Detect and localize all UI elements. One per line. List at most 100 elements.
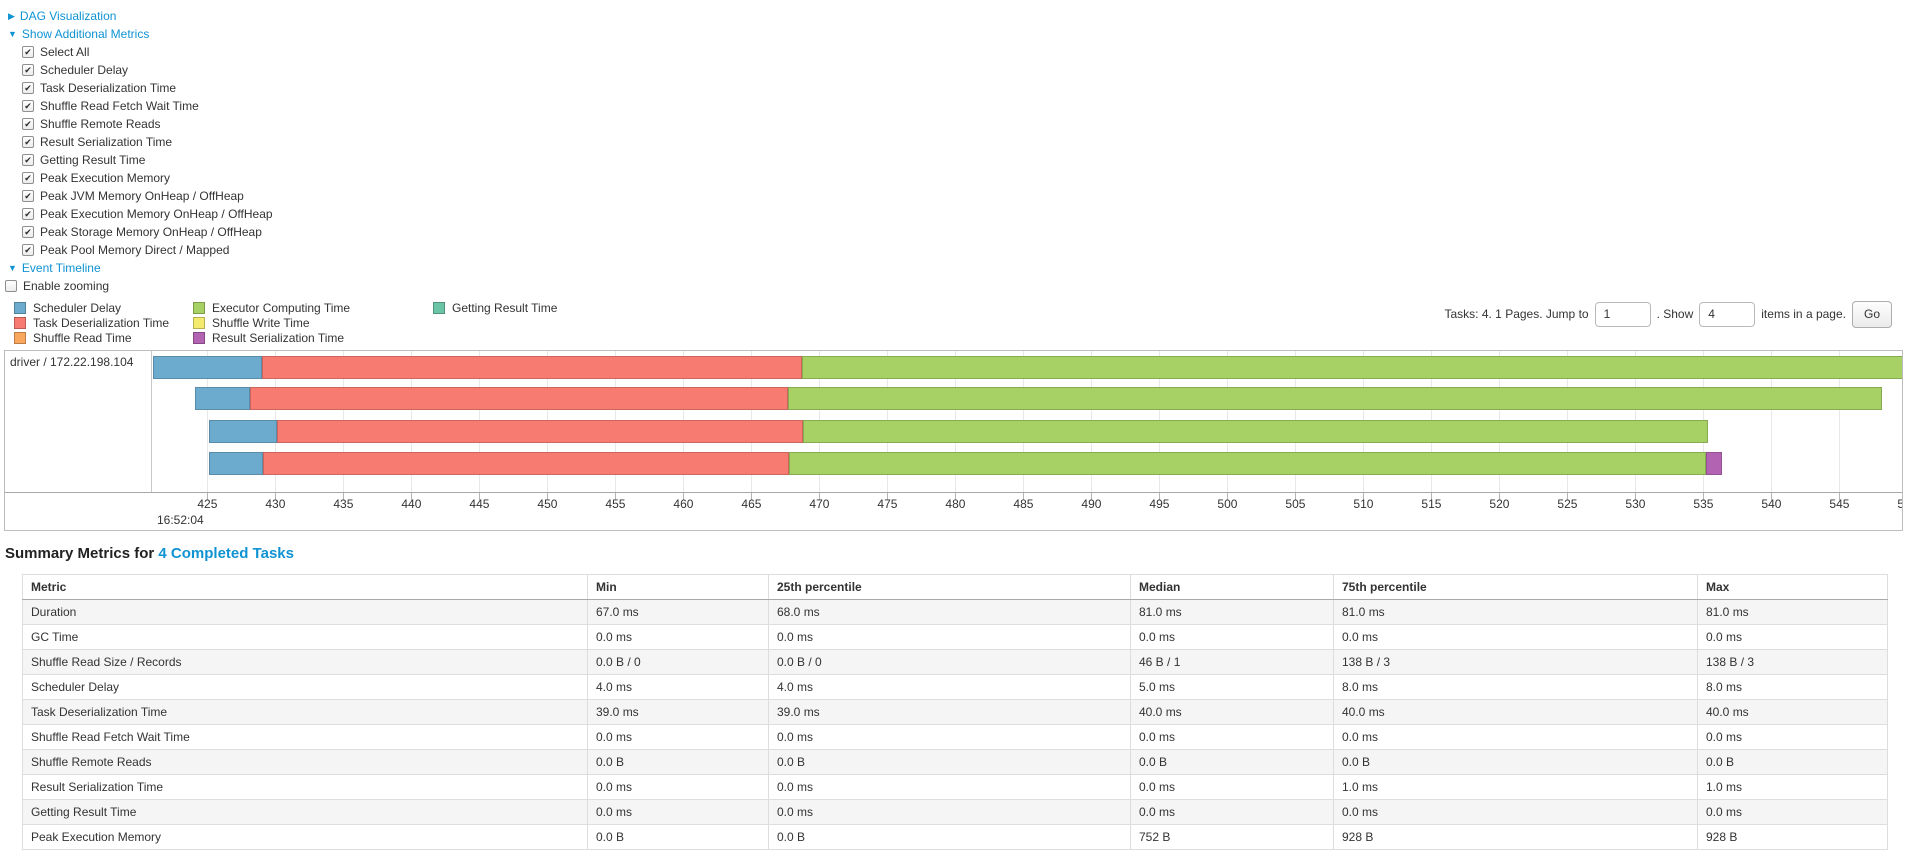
axis-tick-label: 455 xyxy=(605,497,626,511)
metric-value-cell: 1.0 ms xyxy=(1333,774,1698,800)
event-timeline-toggle[interactable]: ▼ Event Timeline xyxy=(8,261,101,275)
metric-name-cell: Getting Result Time xyxy=(22,799,588,825)
axis-tick-label: 540 xyxy=(1761,497,1782,511)
metric-value-cell: 67.0 ms xyxy=(587,599,769,625)
metric-checkbox-9[interactable]: ✔ xyxy=(22,208,34,220)
task-bar-2-scheduler_delay[interactable] xyxy=(208,420,277,443)
task-bar-2-executor_computing[interactable] xyxy=(803,420,1708,443)
axis-tick xyxy=(1839,493,1841,500)
metric-value-cell: 68.0 ms xyxy=(768,599,1131,625)
summary-metrics-table: Metric Min 25th percentile Median 75th perce… xyxy=(22,574,1888,850)
metric-checkbox-3[interactable]: ✔ xyxy=(22,100,34,112)
axis-tick xyxy=(887,493,889,500)
axis-tick xyxy=(1431,493,1433,500)
metric-value-cell: 0.0 ms xyxy=(587,799,769,825)
gridline xyxy=(1771,351,1773,492)
table-header-75th-percentile: 75th percentile xyxy=(1333,574,1698,600)
axis-tick-label: 430 xyxy=(265,497,286,511)
task-bar-3-task_deserialization[interactable] xyxy=(263,452,790,475)
jump-to-page-input[interactable] xyxy=(1594,301,1651,327)
axis-tick-label: 515 xyxy=(1421,497,1442,511)
legend-label: Executor Computing Time xyxy=(212,300,351,315)
metric-checkbox-label: Peak Execution Memory OnHeap / OffHeap xyxy=(40,207,273,221)
metric-value-cell: 0.0 ms xyxy=(1333,724,1698,750)
metric-name-cell: Task Deserialization Time xyxy=(22,699,588,725)
items-in-page-text: items in a page. xyxy=(1761,307,1846,321)
legend-swatch-icon xyxy=(193,316,205,329)
metric-value-cell: 40.0 ms xyxy=(1130,699,1334,725)
axis-tick-label: 505 xyxy=(1285,497,1306,511)
metric-value-cell: 138 B / 3 xyxy=(1697,649,1888,675)
dag-visualization-label: DAG Visualization xyxy=(19,9,117,23)
axis-tick-label: 480 xyxy=(945,497,966,511)
metric-name-cell: Shuffle Remote Reads xyxy=(22,749,588,775)
axis-tick xyxy=(1227,493,1229,500)
metric-checkbox-row: ✔ Getting Result Time xyxy=(0,151,1907,169)
task-bar-2-task_deserialization[interactable] xyxy=(276,420,804,443)
dag-visualization-toggle[interactable]: ▶ DAG Visualization xyxy=(8,9,116,23)
metric-checkbox-label: Result Serialization Time xyxy=(40,135,173,149)
metric-checkbox-4[interactable]: ✔ xyxy=(22,118,34,130)
go-button[interactable]: Go xyxy=(1851,300,1892,328)
axis-tick-label: 550 xyxy=(1897,497,1902,511)
table-header-min: Min xyxy=(587,574,769,600)
metric-checkbox-1[interactable]: ✔ xyxy=(22,64,34,76)
timeline-x-axis: 425 430 435 440 445 450 455 460 465 470 475 480 485 4… xyxy=(5,492,1902,530)
metric-value-cell: 0.0 ms xyxy=(768,624,1131,650)
enable-zooming-checkbox[interactable] xyxy=(5,280,17,292)
axis-tick xyxy=(751,493,753,500)
chevron-down-icon: ▼ xyxy=(8,262,17,273)
metric-value-cell: 0.0 ms xyxy=(768,799,1131,825)
chevron-down-icon: ▼ xyxy=(8,28,17,39)
metric-name-cell: Duration xyxy=(22,599,588,625)
items-per-page-input[interactable] xyxy=(1699,301,1756,327)
axis-tick xyxy=(955,493,957,500)
metric-checkbox-row: ✔ Shuffle Remote Reads xyxy=(0,115,1907,133)
task-bar-1-executor_computing[interactable] xyxy=(788,387,1882,410)
chevron-right-icon: ▶ xyxy=(8,10,15,21)
table-row: GC Time 0.0 ms 0.0 ms 0.0 ms 0.0 ms 0.0 ms xyxy=(22,624,1888,650)
metric-checkbox-0[interactable]: ✔ xyxy=(22,46,34,58)
metric-checkbox-row: ✔ Peak Execution Memory xyxy=(0,169,1907,187)
task-bar-3-result_serialization[interactable] xyxy=(1706,452,1723,475)
task-bar-0-scheduler_delay[interactable] xyxy=(153,356,262,379)
event-timeline-chart: driver / 172.22.198.104 425 430 435 440 445 4… xyxy=(4,350,1903,531)
timeline-legend-col-2: Executor Computing Time Shuffle Write Tim… xyxy=(193,300,350,345)
metric-checkbox-7[interactable]: ✔ xyxy=(22,172,34,184)
axis-tick xyxy=(1635,493,1637,500)
axis-tick xyxy=(819,493,821,500)
axis-tick xyxy=(207,493,209,500)
legend-item-executor_computing: Executor Computing Time xyxy=(193,300,350,315)
metric-value-cell: 0.0 B xyxy=(1333,749,1698,775)
task-bar-3-scheduler_delay[interactable] xyxy=(208,452,264,475)
metric-value-cell: 0.0 B / 0 xyxy=(768,649,1131,675)
axis-tick xyxy=(479,493,481,500)
completed-tasks-link[interactable]: 4 Completed Tasks xyxy=(158,545,294,562)
show-additional-metrics-toggle[interactable]: ▼ Show Additional Metrics xyxy=(8,27,149,41)
timeline-header: Scheduler Delay Task Deserialization Time… xyxy=(0,298,1907,350)
task-bar-3-executor_computing[interactable] xyxy=(789,452,1707,475)
metric-value-cell: 0.0 B xyxy=(1697,749,1888,775)
event-timeline-label: Event Timeline xyxy=(21,261,101,275)
axis-tick-label: 545 xyxy=(1829,497,1850,511)
metric-value-cell: 8.0 ms xyxy=(1333,674,1698,700)
axis-tick xyxy=(1159,493,1161,500)
metric-checkbox-8[interactable]: ✔ xyxy=(22,190,34,202)
task-bar-0-executor_computing[interactable] xyxy=(801,356,1902,379)
axis-tick-label: 470 xyxy=(809,497,830,511)
axis-tick-label: 435 xyxy=(333,497,354,511)
metric-checkbox-11[interactable]: ✔ xyxy=(22,244,34,256)
metric-value-cell: 0.0 B xyxy=(1130,749,1334,775)
task-bar-0-task_deserialization[interactable] xyxy=(261,356,802,379)
metric-checkbox-10[interactable]: ✔ xyxy=(22,226,34,238)
metric-checkbox-6[interactable]: ✔ xyxy=(22,154,34,166)
timeline-plot-area xyxy=(153,351,1902,492)
metric-name-cell: Scheduler Delay xyxy=(22,674,588,700)
metric-checkbox-5[interactable]: ✔ xyxy=(22,136,34,148)
task-bar-1-task_deserialization[interactable] xyxy=(249,387,789,410)
metric-value-cell: 0.0 ms xyxy=(1697,624,1888,650)
metric-checkbox-2[interactable]: ✔ xyxy=(22,82,34,94)
task-bar-1-scheduler_delay[interactable] xyxy=(195,387,250,410)
metric-value-cell: 1.0 ms xyxy=(1697,774,1888,800)
metric-value-cell: 928 B xyxy=(1333,824,1698,850)
